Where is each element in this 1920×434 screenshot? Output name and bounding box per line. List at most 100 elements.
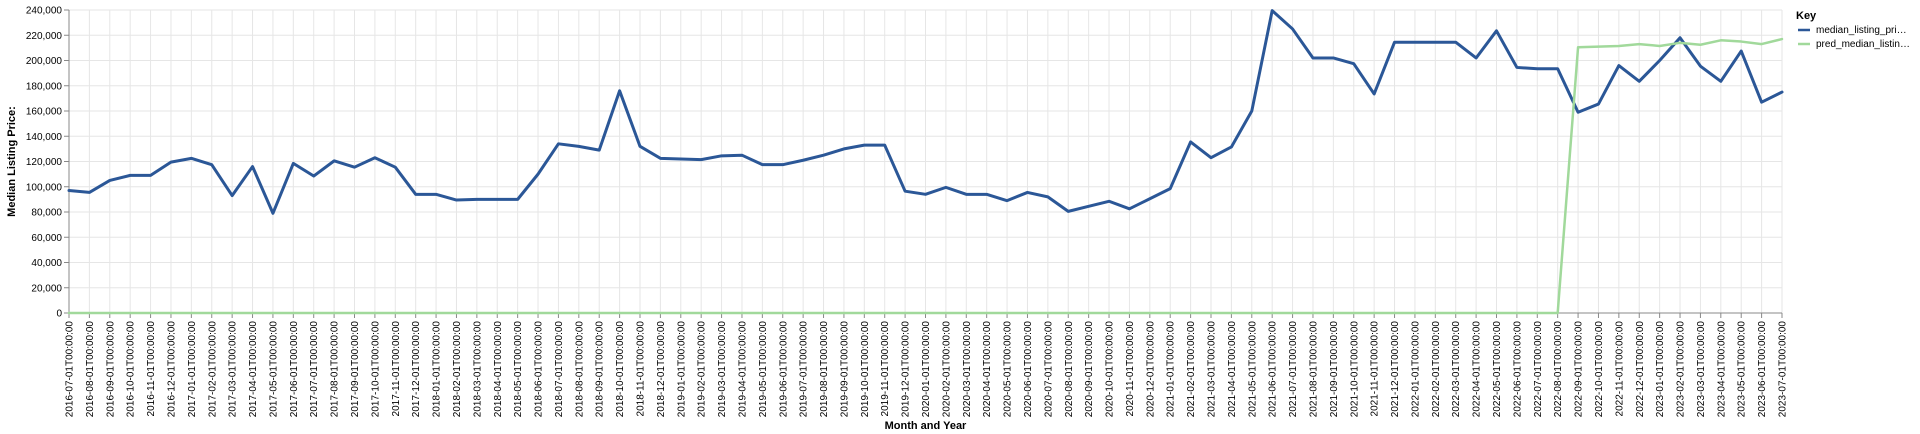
x-tick-label: 2019-04-01T00:00:00 [737,321,748,418]
x-tick-label: 2020-04-01T00:00:00 [982,321,993,418]
x-tick-label: 2022-09-01T00:00:00 [1574,321,1585,418]
y-tick-label: 120,000 [26,157,63,168]
legend-label-predicted: pred_median_listin… [1816,39,1910,50]
x-tick-label: 2020-10-01T00:00:00 [1105,321,1116,418]
x-tick-label: 2023-05-01T00:00:00 [1737,321,1748,418]
x-tick-label: 2016-08-01T00:00:00 [85,321,96,418]
x-tick-label: 2017-05-01T00:00:00 [268,321,279,418]
x-tick-label: 2019-11-01T00:00:00 [880,321,891,417]
x-tick-label: 2017-07-01T00:00:00 [309,321,320,418]
x-tick-label: 2018-02-01T00:00:00 [452,321,463,418]
x-tick-label: 2020-02-01T00:00:00 [941,321,952,418]
x-tick-label: 2021-03-01T00:00:00 [1207,321,1218,418]
legend: Key median_listing_pri… pred_median_list… [1796,10,1910,50]
x-tick-label: 2021-02-01T00:00:00 [1186,321,1197,418]
x-tick-label: 2020-07-01T00:00:00 [1043,321,1054,418]
y-tick-label: 60,000 [31,233,62,244]
legend-label-median: median_listing_pri… [1816,25,1907,36]
x-tick-label: 2022-01-01T00:00:00 [1410,321,1421,418]
x-tick-label: 2023-01-01T00:00:00 [1655,321,1666,418]
y-tick-label: 140,000 [26,132,63,143]
series-layer [67,9,1784,315]
x-axis: 2016-07-01T00:00:00 2016-08-01T00:00:00 20… [65,312,1789,418]
x-tick-label: 2019-01-01T00:00:00 [676,321,687,418]
x-tick-label: 2021-05-01T00:00:00 [1247,321,1258,418]
x-tick-label: 2021-08-01T00:00:00 [1308,321,1319,418]
y-tick-label: 0 [56,309,62,320]
x-tick-label: 2018-07-01T00:00:00 [554,321,565,418]
x-tick-label: 2016-11-01T00:00:00 [146,321,157,417]
y-axis-title: Median Listing Price: [6,106,18,217]
x-tick-label: 2017-11-01T00:00:00 [391,321,402,417]
x-tick-label: 2018-06-01T00:00:00 [534,321,545,418]
series-line-predicted [67,37,1784,315]
y-tick-label: 100,000 [26,182,63,193]
x-tick-label: 2020-11-01T00:00:00 [1125,321,1136,417]
x-tick-label: 2021-10-01T00:00:00 [1349,321,1360,418]
y-tick-label: 240,000 [26,6,63,17]
y-tick-label: 80,000 [31,208,62,219]
x-tick-label: 2019-03-01T00:00:00 [717,321,728,418]
x-tick-label: 2023-02-01T00:00:00 [1676,321,1687,418]
x-tick-label: 2022-07-01T00:00:00 [1533,321,1544,418]
x-tick-label: 2017-03-01T00:00:00 [228,321,239,418]
x-tick-label: 2019-06-01T00:00:00 [778,321,789,418]
x-tick-label: 2021-07-01T00:00:00 [1288,321,1299,418]
x-tick-label: 2017-12-01T00:00:00 [411,321,422,418]
y-tick-label: 40,000 [31,258,62,269]
x-tick-label: 2021-06-01T00:00:00 [1268,321,1279,418]
x-tick-label: 2019-07-01T00:00:00 [799,321,810,418]
x-tick-label: 2017-06-01T00:00:00 [289,321,300,418]
x-tick-label: 2018-01-01T00:00:00 [432,321,443,418]
x-tick-label: 2018-10-01T00:00:00 [615,321,626,418]
x-tick-label: 2020-01-01T00:00:00 [921,321,932,418]
x-tick-label: 2018-12-01T00:00:00 [656,321,667,418]
x-tick-label: 2023-04-01T00:00:00 [1716,321,1727,418]
gridlines [68,9,1783,314]
x-tick-label: 2017-01-01T00:00:00 [187,321,198,418]
y-axis: 0 20,000 40,000 60,000 80,000 100,000 120,000 1… [26,6,70,320]
y-tick-label: 160,000 [26,107,63,118]
x-tick-label: 2023-03-01T00:00:00 [1696,321,1707,418]
x-axis-title: Month and Year [885,420,967,432]
x-tick-label: 2018-05-01T00:00:00 [513,321,524,418]
x-tick-label: 2022-12-01T00:00:00 [1635,321,1646,418]
x-tick-label: 2022-05-01T00:00:00 [1492,321,1503,418]
x-tick-label: 2022-08-01T00:00:00 [1553,321,1564,418]
y-tick-label: 200,000 [26,56,63,67]
x-tick-label: 2017-04-01T00:00:00 [248,321,259,418]
x-tick-label: 2020-12-01T00:00:00 [1145,321,1156,418]
x-tick-label: 2021-11-01T00:00:00 [1370,321,1381,417]
x-tick-label: 2020-08-01T00:00:00 [1064,321,1075,418]
x-tick-label: 2017-02-01T00:00:00 [207,321,218,418]
y-tick-label: 20,000 [31,283,62,294]
x-tick-label: 2019-02-01T00:00:00 [697,321,708,418]
x-tick-label: 2021-04-01T00:00:00 [1227,321,1238,418]
x-tick-label: 2021-09-01T00:00:00 [1329,321,1340,418]
x-tick-label: 2019-12-01T00:00:00 [901,321,912,418]
x-tick-label: 2022-11-01T00:00:00 [1614,321,1625,417]
x-tick-label: 2023-07-01T00:00:00 [1778,321,1789,418]
x-tick-label: 2017-09-01T00:00:00 [350,321,361,418]
x-tick-label: 2019-09-01T00:00:00 [839,321,850,418]
y-tick-label: 220,000 [26,31,63,42]
x-tick-label: 2016-09-01T00:00:00 [105,321,116,418]
x-tick-label: 2023-06-01T00:00:00 [1757,321,1768,418]
x-tick-label: 2020-03-01T00:00:00 [962,321,973,418]
x-tick-label: 2018-04-01T00:00:00 [493,321,504,418]
x-tick-label: 2018-11-01T00:00:00 [636,321,647,417]
legend-title: Key [1796,10,1817,22]
y-tick-label: 180,000 [26,81,63,92]
x-tick-label: 2017-10-01T00:00:00 [370,321,381,418]
x-tick-label: 2020-09-01T00:00:00 [1084,321,1095,418]
x-tick-label: 2022-10-01T00:00:00 [1594,321,1605,418]
x-tick-label: 2022-04-01T00:00:00 [1472,321,1483,418]
x-tick-label: 2016-07-01T00:00:00 [65,321,76,418]
x-tick-label: 2022-02-01T00:00:00 [1431,321,1442,418]
x-tick-label: 2019-08-01T00:00:00 [819,321,830,418]
x-tick-label: 2018-09-01T00:00:00 [595,321,606,418]
x-tick-label: 2016-10-01T00:00:00 [126,321,137,418]
x-tick-label: 2018-03-01T00:00:00 [472,321,483,418]
x-tick-label: 2021-12-01T00:00:00 [1390,321,1401,418]
